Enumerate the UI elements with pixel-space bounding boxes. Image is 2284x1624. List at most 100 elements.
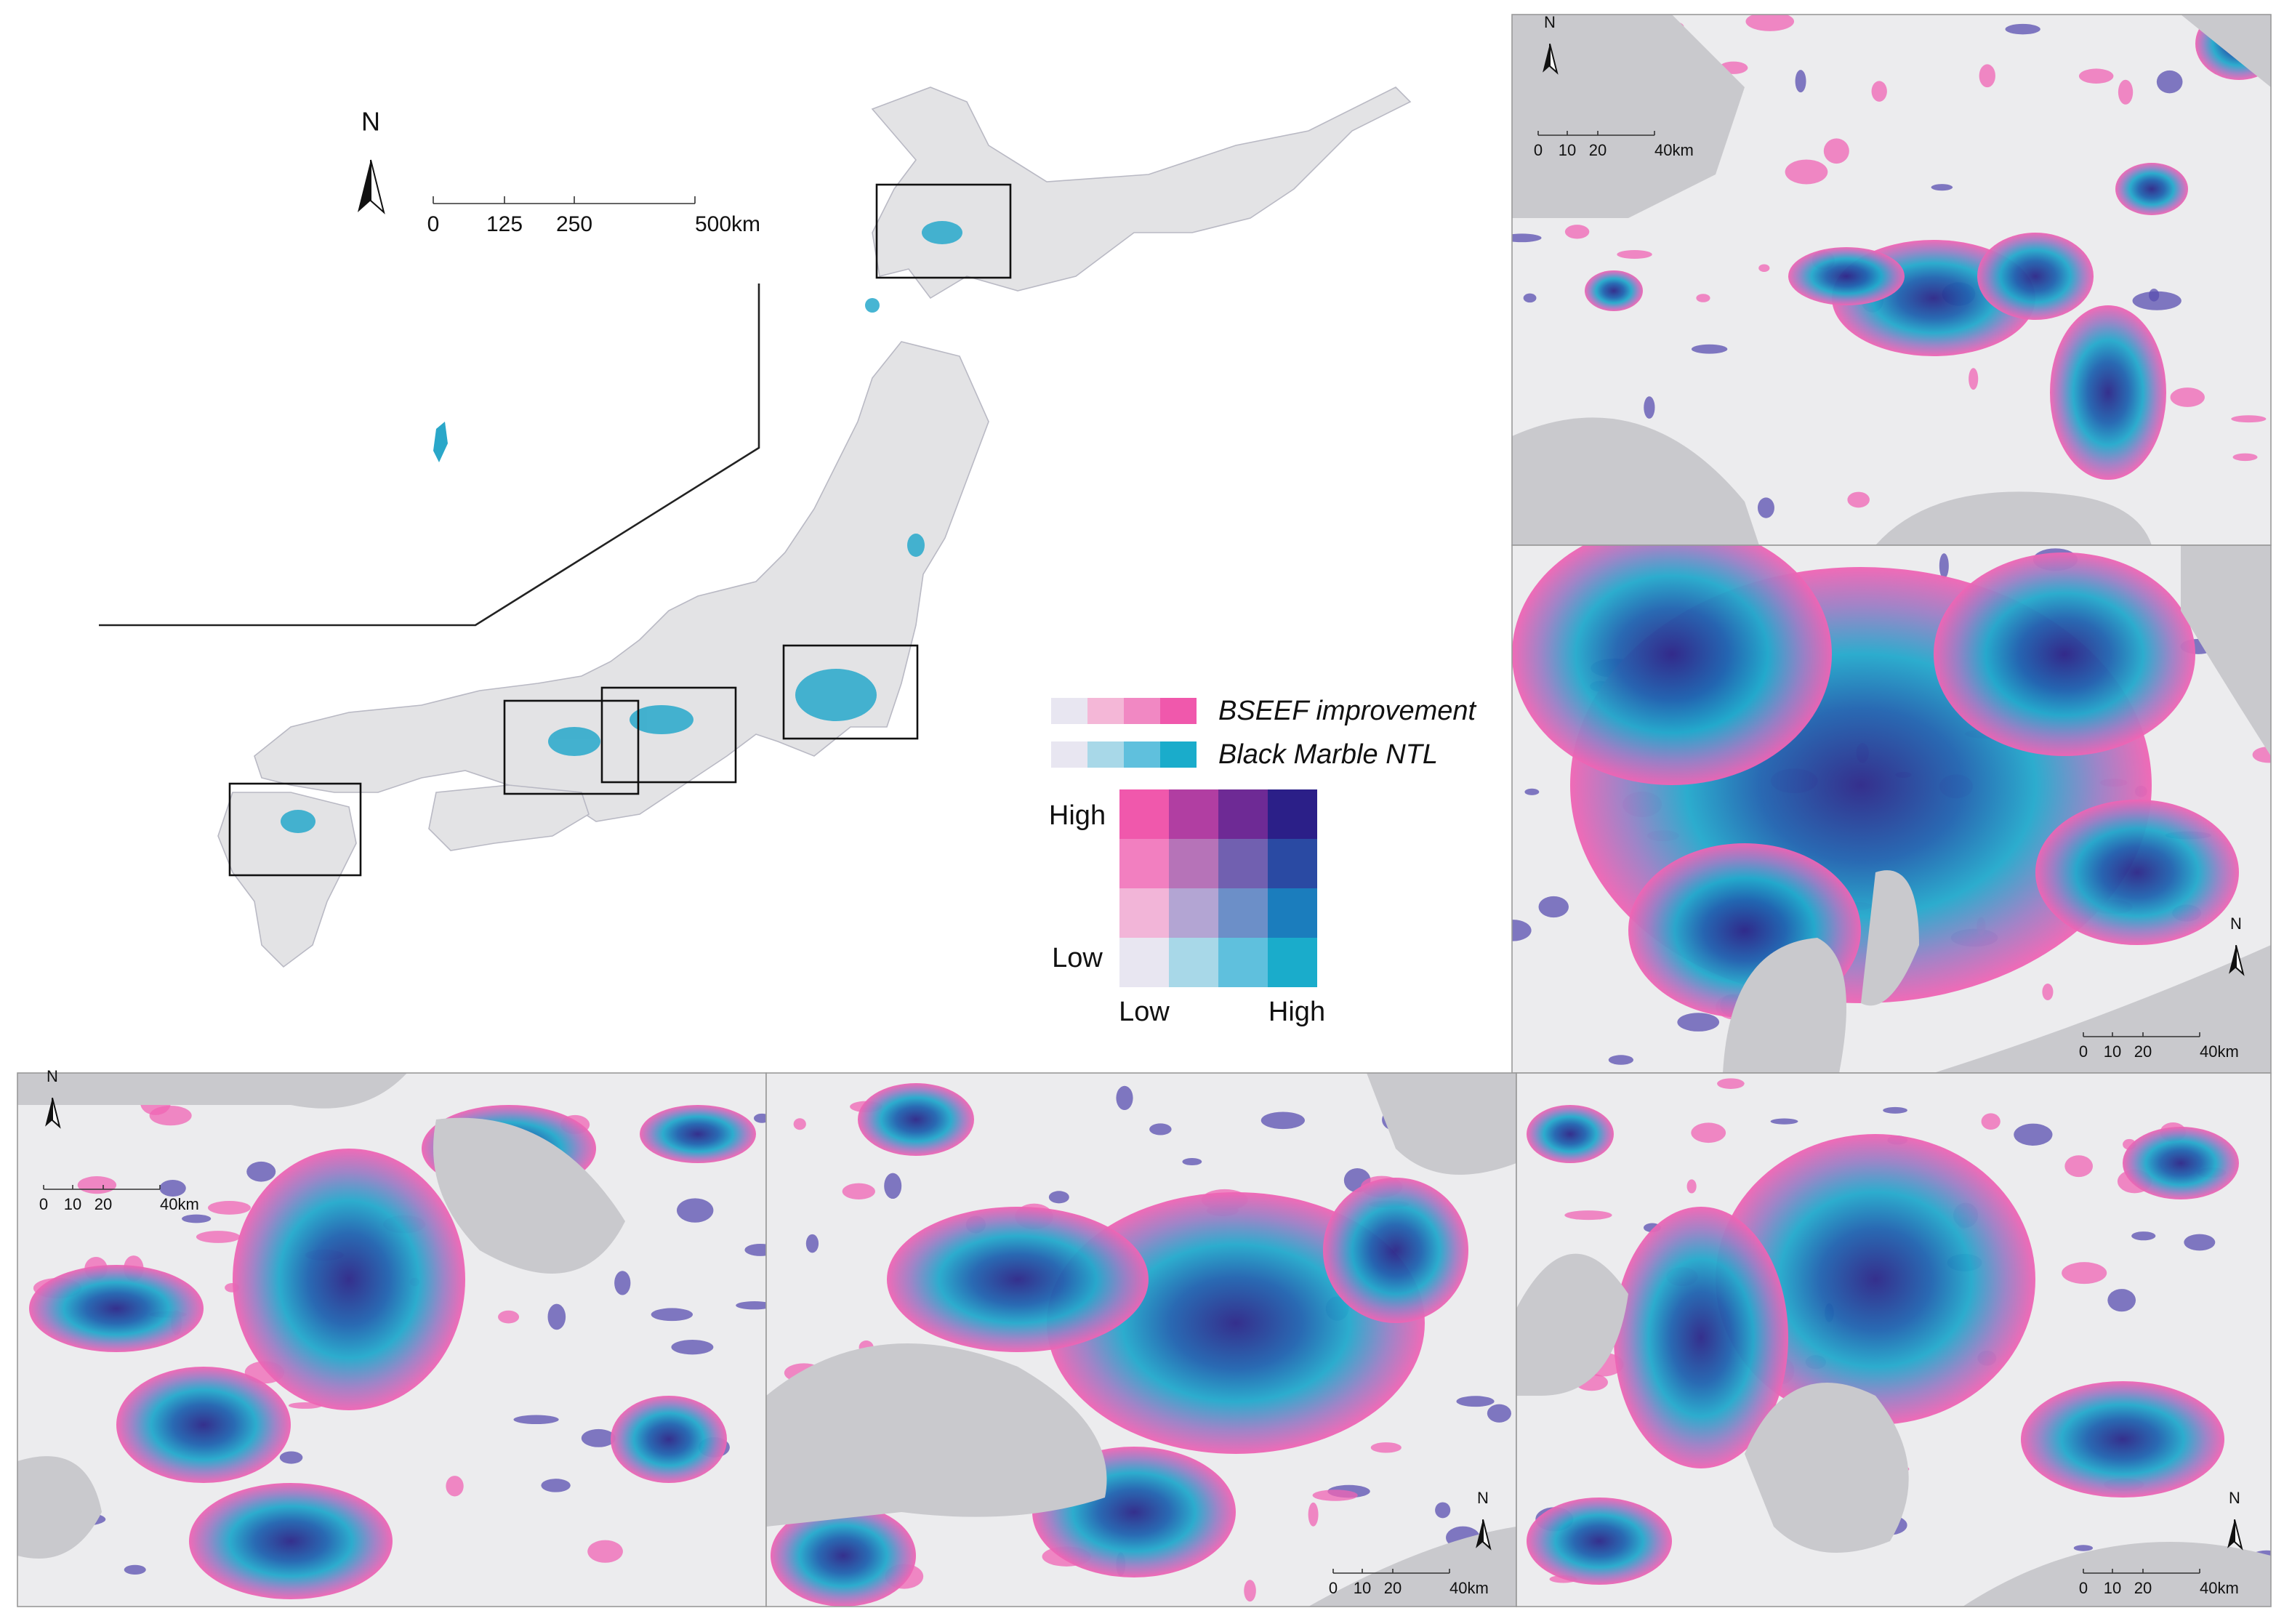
legend-swatch xyxy=(1051,741,1087,768)
north-label: N xyxy=(1477,1489,1489,1507)
hotspot xyxy=(907,534,925,557)
minor-settlement xyxy=(2132,291,2182,310)
minor-settlement xyxy=(1770,1118,1798,1125)
minor-settlement xyxy=(2184,1234,2216,1251)
north-arrow xyxy=(52,1097,61,1129)
scale-label: 20 xyxy=(1589,141,1607,159)
main-map xyxy=(99,87,1412,968)
scale-label: 10 xyxy=(1354,1579,1371,1597)
water xyxy=(2181,15,2271,87)
minor-settlement xyxy=(793,1118,806,1130)
scale-label: 20 xyxy=(2134,1042,2152,1061)
legend-swatch xyxy=(1051,698,1087,724)
minor-settlement xyxy=(2118,79,2134,105)
minor-settlement xyxy=(279,1451,303,1464)
scale-label: 40km xyxy=(2200,1579,2239,1597)
shikoku xyxy=(428,784,590,851)
urban-area xyxy=(2021,1381,2224,1498)
urban-area xyxy=(1788,247,1905,305)
minor-settlement xyxy=(446,1476,464,1497)
inset-panel xyxy=(17,1072,767,1607)
urban-area xyxy=(2115,163,2188,215)
water xyxy=(2181,545,2271,756)
urban-area xyxy=(1527,1498,1672,1585)
north-arrow xyxy=(370,159,385,214)
minor-settlement xyxy=(1979,64,1995,88)
legend-cell xyxy=(1268,839,1317,888)
minor-settlement xyxy=(671,1339,714,1355)
legend-cell xyxy=(1218,938,1268,987)
minor-settlement xyxy=(1308,1502,1319,1527)
minor-settlement xyxy=(2170,387,2205,407)
north-label: N xyxy=(47,1067,58,1085)
inset-panel xyxy=(1516,1072,2272,1607)
hotspot xyxy=(630,705,693,734)
water xyxy=(1308,1527,1516,1607)
scale-label: 0 xyxy=(39,1195,48,1213)
legend-swatch xyxy=(1124,698,1160,724)
minor-settlement xyxy=(1244,1580,1256,1602)
north-arrow xyxy=(1543,44,1550,73)
scale-label: 10 xyxy=(2104,1579,2121,1597)
minor-settlement xyxy=(651,1308,693,1322)
minor-settlement xyxy=(676,1198,714,1223)
minor-settlement xyxy=(159,1180,186,1197)
legend-cell xyxy=(1119,789,1169,839)
urban-area xyxy=(1934,552,2195,756)
legend-cell xyxy=(1268,789,1317,839)
urban-area xyxy=(640,1105,756,1163)
hotspot xyxy=(548,727,600,756)
north-arrow xyxy=(45,1098,52,1127)
legend-swatch xyxy=(1087,698,1124,724)
minor-settlement xyxy=(196,1231,241,1243)
water xyxy=(1934,945,2271,1073)
north-arrow xyxy=(1482,1519,1492,1551)
minor-settlement xyxy=(1149,1123,1172,1135)
water xyxy=(1861,870,1919,1006)
scale-label: 10 xyxy=(64,1195,81,1213)
minor-settlement xyxy=(1939,553,1949,579)
minor-settlement xyxy=(1931,184,1953,191)
hotspot xyxy=(922,221,962,244)
minor-settlement xyxy=(1370,1442,1402,1453)
legend-cell xyxy=(1119,888,1169,938)
panel-content xyxy=(1512,545,2271,1073)
urban-area xyxy=(116,1367,291,1483)
minor-settlement xyxy=(1717,1078,1745,1089)
scale-label: 40km xyxy=(1654,141,1694,159)
water xyxy=(17,1073,407,1109)
study-box xyxy=(782,644,919,740)
legend-swatch xyxy=(1087,741,1124,768)
minor-settlement xyxy=(1644,396,1655,419)
legend-cell xyxy=(1169,789,1218,839)
minor-settlement xyxy=(581,1428,616,1447)
legend-cell xyxy=(1218,789,1268,839)
north-arrow xyxy=(2235,944,2245,976)
urban-area xyxy=(1527,1105,1614,1163)
minor-settlement xyxy=(1538,896,1569,918)
minor-settlement xyxy=(1523,293,1537,303)
legend-cell xyxy=(1268,938,1317,987)
legend-axis-label: High xyxy=(1049,800,1106,831)
hotspot xyxy=(281,810,315,833)
minor-settlement xyxy=(753,1113,766,1123)
minor-settlement xyxy=(2042,983,2054,1000)
urban-area xyxy=(189,1483,393,1599)
scale-label: 125 xyxy=(486,212,523,236)
hotspot xyxy=(865,298,880,313)
urban-area xyxy=(1716,1134,2035,1425)
legend-label: Black Marble NTL xyxy=(1218,739,1438,770)
north-label: N xyxy=(2230,914,2242,933)
minor-settlement xyxy=(842,1183,876,1199)
minor-settlement xyxy=(1048,1191,1069,1204)
panel-content xyxy=(17,1073,766,1607)
honshu xyxy=(254,341,989,822)
scale-label: 500km xyxy=(695,212,760,236)
minor-settlement xyxy=(1871,81,1887,102)
legend-cell xyxy=(1218,888,1268,938)
urban-area xyxy=(2123,1127,2239,1199)
urban-area xyxy=(611,1396,727,1483)
minor-settlement xyxy=(498,1310,520,1324)
